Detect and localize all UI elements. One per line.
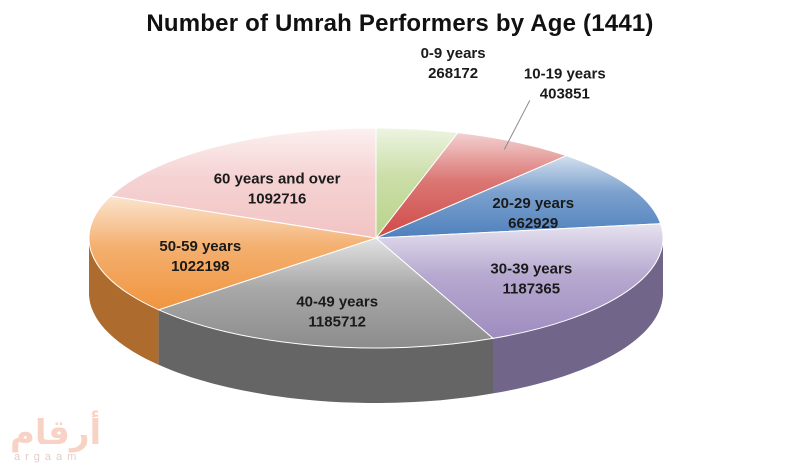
slice-label-2: 20-29 years	[492, 195, 574, 212]
slice-value-3: 1187365	[503, 280, 561, 297]
slice-label-5: 50-59 years	[159, 238, 241, 255]
pie-slice-gloss-5	[88, 196, 377, 310]
pie-slices	[88, 127, 664, 349]
slice-label-6: 60 years and over	[214, 170, 341, 187]
pie-slice-gloss-2	[376, 155, 661, 238]
pie-side-5	[89, 238, 159, 365]
pie-labels: 0-9 years 268172 10-19 years 403851 20-29 ye…	[159, 45, 605, 331]
pie-slice-gloss-1	[376, 132, 567, 238]
slice-value-0: 268172	[428, 65, 478, 82]
argaam-logo: أرقام argaam	[6, 415, 156, 467]
pie-slice-gloss-6	[110, 128, 376, 238]
chart-title: Number of Umrah Performers by Age (1441)	[146, 10, 654, 37]
pie-slice-gloss-4	[158, 238, 493, 348]
slice-label-3: 30-39 years	[490, 260, 572, 277]
pie-slice-gloss-0	[376, 128, 458, 238]
logo-arabic-text: أرقام	[10, 413, 102, 453]
pie-side-4	[158, 309, 493, 403]
slice-value-6: 1092716	[248, 190, 306, 207]
pie-side-3	[493, 238, 663, 394]
slice-label-1: 10-19 years	[524, 65, 606, 82]
slice-value-1: 403851	[540, 85, 590, 102]
slice-value-2: 662929	[508, 215, 558, 232]
logo-latin-text: argaam	[14, 451, 82, 463]
slice-value-4: 1185712	[308, 314, 366, 331]
slice-label-4: 40-49 years	[296, 294, 378, 311]
slice-label-0: 0-9 years	[421, 45, 486, 62]
slice-value-5: 1022198	[171, 258, 229, 275]
leader-line-1	[503, 100, 531, 150]
pie-sides	[89, 238, 663, 403]
pie-slice-gloss-3	[376, 223, 664, 339]
